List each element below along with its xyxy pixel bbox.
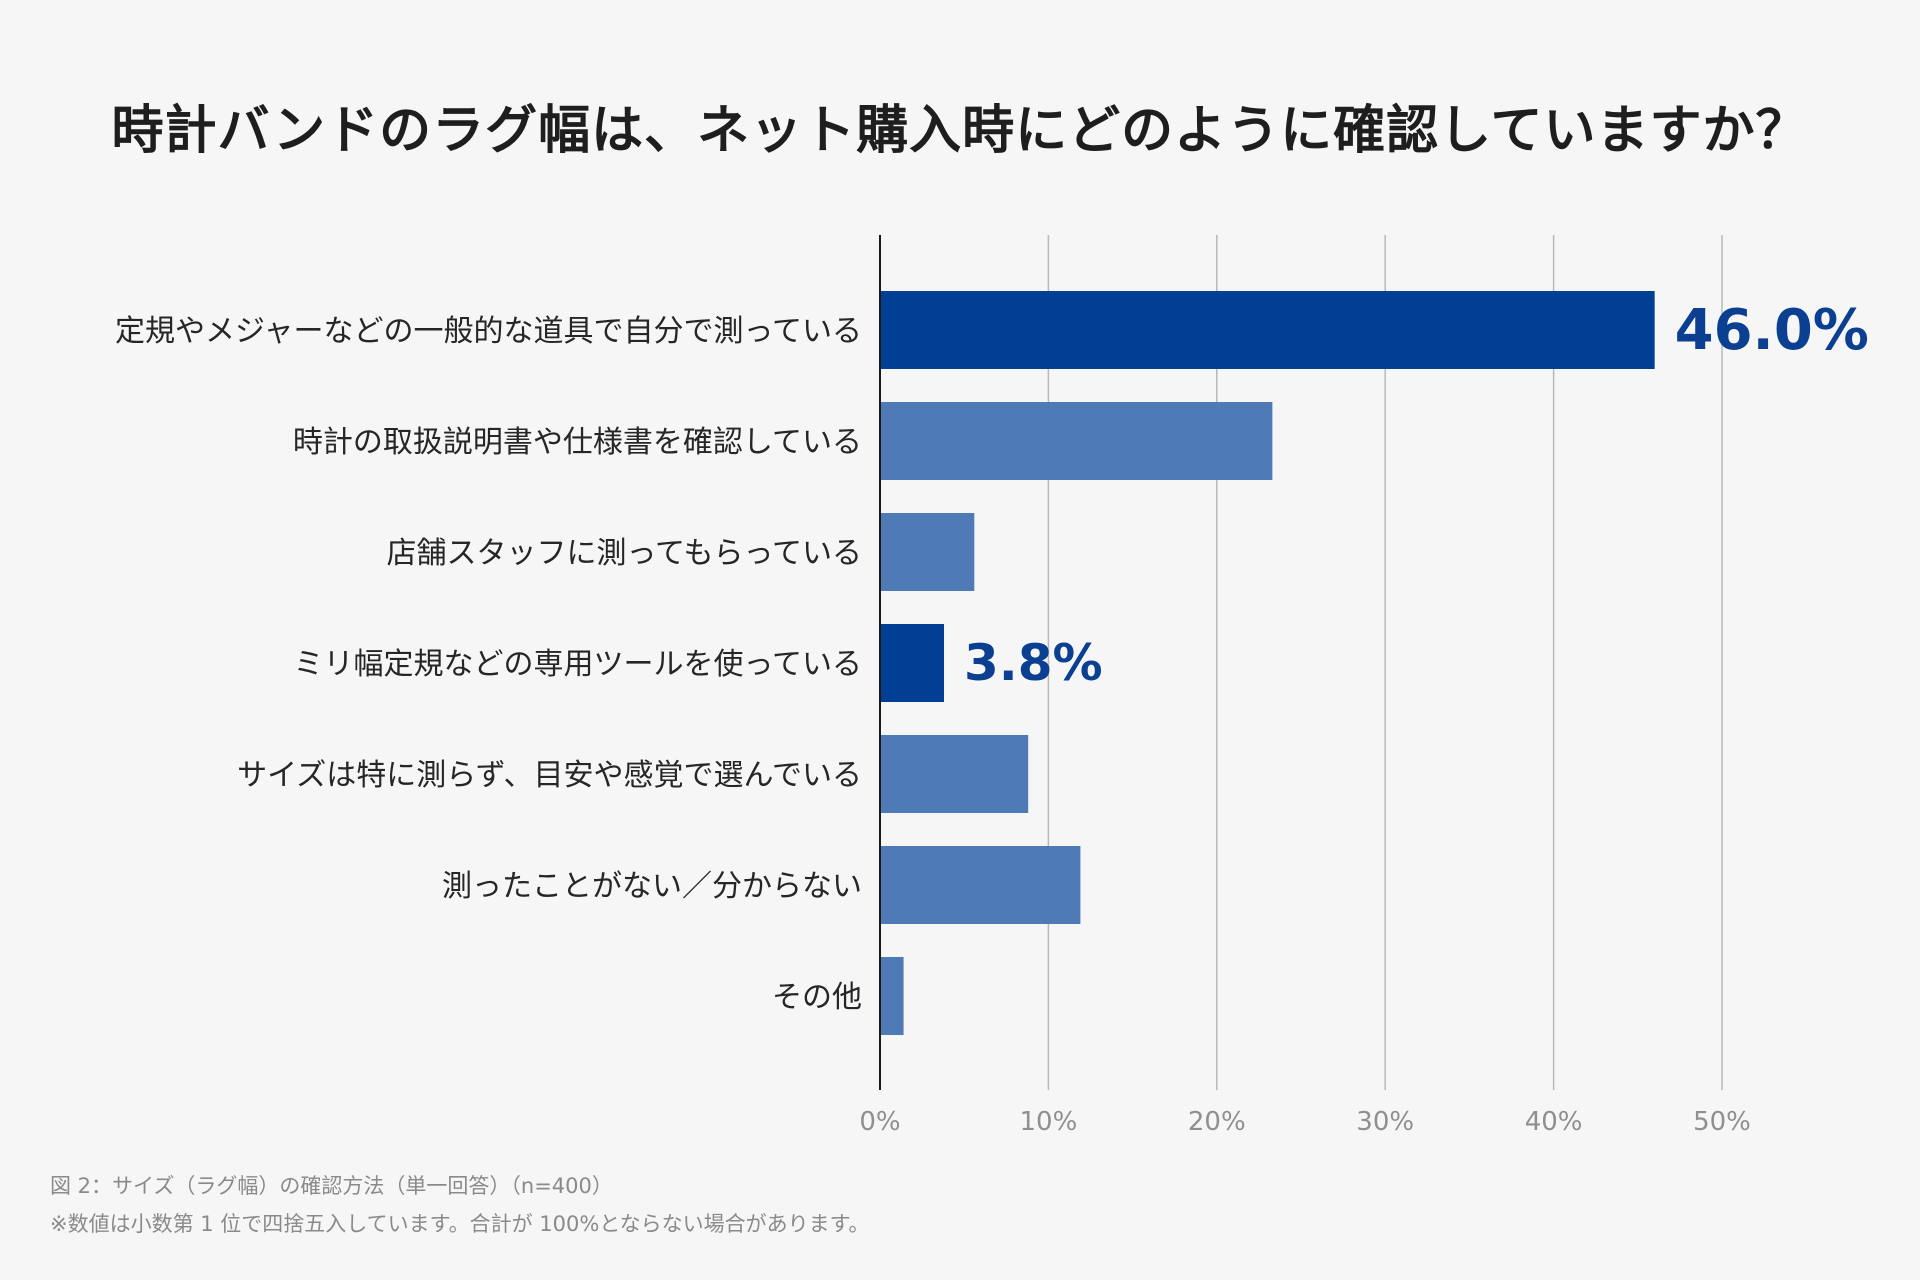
x-tick-label: 10%	[1020, 1107, 1078, 1137]
figure-caption: 図 2：サイズ（ラグ幅）の確認方法（単一回答）（n=400）	[50, 1174, 613, 1198]
category-label: ミリ幅定規などの専用ツールを使っている	[294, 647, 863, 682]
chart-title: 時計バンドのラグ幅は、ネット購入時にどのように確認していますか？	[111, 101, 1809, 161]
x-tick-label: 0%	[859, 1107, 900, 1137]
bar	[880, 291, 1655, 369]
category-label: サイズは特に測らず、目安や感覚で選んでいる	[237, 758, 862, 793]
category-labels: 定規やメジャーなどの一般的な道具で自分で測っている時計の取扱説明書や仕様書を確認…	[115, 314, 862, 1015]
bars	[880, 291, 1655, 1035]
bar	[880, 957, 904, 1035]
x-tick-label: 30%	[1356, 1107, 1414, 1137]
x-tick-label: 40%	[1525, 1107, 1583, 1137]
category-label: 時計の取扱説明書や仕様書を確認している	[293, 425, 862, 460]
data-label: 3.8%	[964, 634, 1103, 692]
bar	[880, 735, 1029, 813]
category-label: 定規やメジャーなどの一般的な道具で自分で測っている	[115, 314, 862, 349]
bar	[880, 624, 944, 702]
data-label: 46.0%	[1675, 298, 1869, 363]
x-tick-label: 20%	[1188, 1107, 1246, 1137]
grid-lines	[1047, 235, 1723, 1090]
x-axis-tick-labels: 0% 10% 20% 30% 40% 50%	[859, 1107, 1751, 1137]
value-labels: 46.0% 3.8%	[964, 298, 1869, 692]
bar	[880, 846, 1081, 924]
category-label: 測ったことがない／分からない	[442, 869, 862, 904]
x-tick-label: 50%	[1693, 1107, 1751, 1137]
bar	[880, 513, 975, 591]
bar	[880, 402, 1273, 480]
rounding-note: ※数値は小数第 1 位で四捨五入しています。合計が 100%とならない場合があり…	[50, 1212, 870, 1236]
category-label: 店舗スタッフに測ってもらっている	[387, 536, 863, 571]
category-label: その他	[772, 980, 862, 1015]
